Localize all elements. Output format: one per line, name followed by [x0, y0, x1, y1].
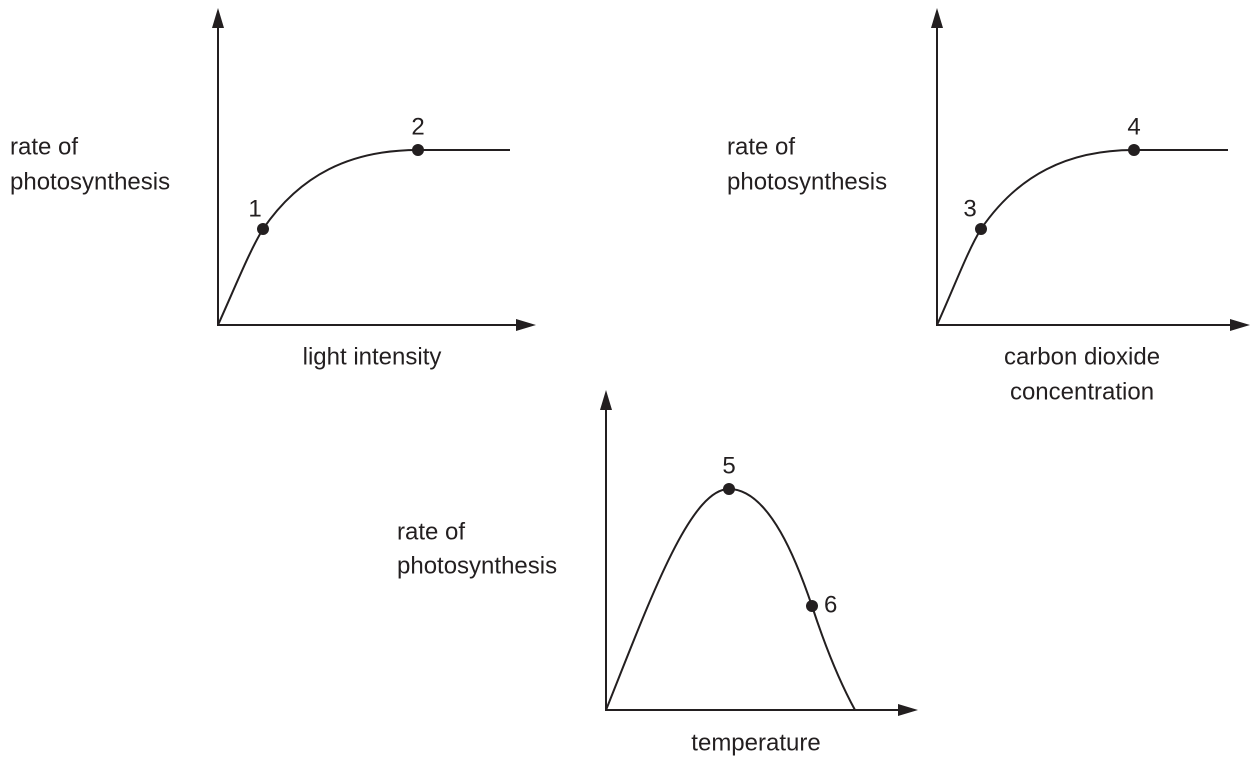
point-label: 4	[1127, 113, 1140, 140]
point	[1128, 144, 1140, 156]
arrow	[600, 390, 612, 410]
y-label: rate of	[397, 518, 465, 545]
point-label: 5	[722, 452, 735, 479]
point	[806, 600, 818, 612]
point	[723, 483, 735, 495]
y-label: rate of	[727, 133, 795, 160]
point	[975, 223, 987, 235]
curve	[217, 149, 510, 326]
x-label: light intensity	[303, 343, 442, 370]
arrow	[1230, 319, 1250, 331]
point-label: 1	[248, 195, 261, 222]
graph-co2: rate of photosynthesis 3 4 carbon dioxid…	[727, 8, 1250, 405]
x-label: carbon dioxide	[1004, 343, 1160, 370]
point	[257, 223, 269, 235]
y-label: photosynthesis	[10, 168, 170, 195]
point-label: 6	[824, 591, 837, 618]
arrow	[212, 8, 224, 28]
arrow	[516, 319, 536, 331]
point	[412, 144, 424, 156]
y-label: photosynthesis	[397, 552, 557, 579]
x-label: temperature	[691, 729, 820, 756]
curve	[936, 149, 1228, 326]
curve	[605, 487, 856, 711]
point-label: 3	[963, 195, 976, 222]
graph-temperature: rate of photosynthesis 5 6 temperature	[397, 390, 918, 756]
y-label: photosynthesis	[727, 168, 887, 195]
y-label: rate of	[10, 133, 78, 160]
arrow	[898, 704, 918, 716]
point-label: 2	[411, 113, 424, 140]
x-label: concentration	[1010, 378, 1154, 405]
arrow	[931, 8, 943, 28]
graph-light: rate of photosynthesis 1 2 light intensi…	[10, 8, 536, 370]
